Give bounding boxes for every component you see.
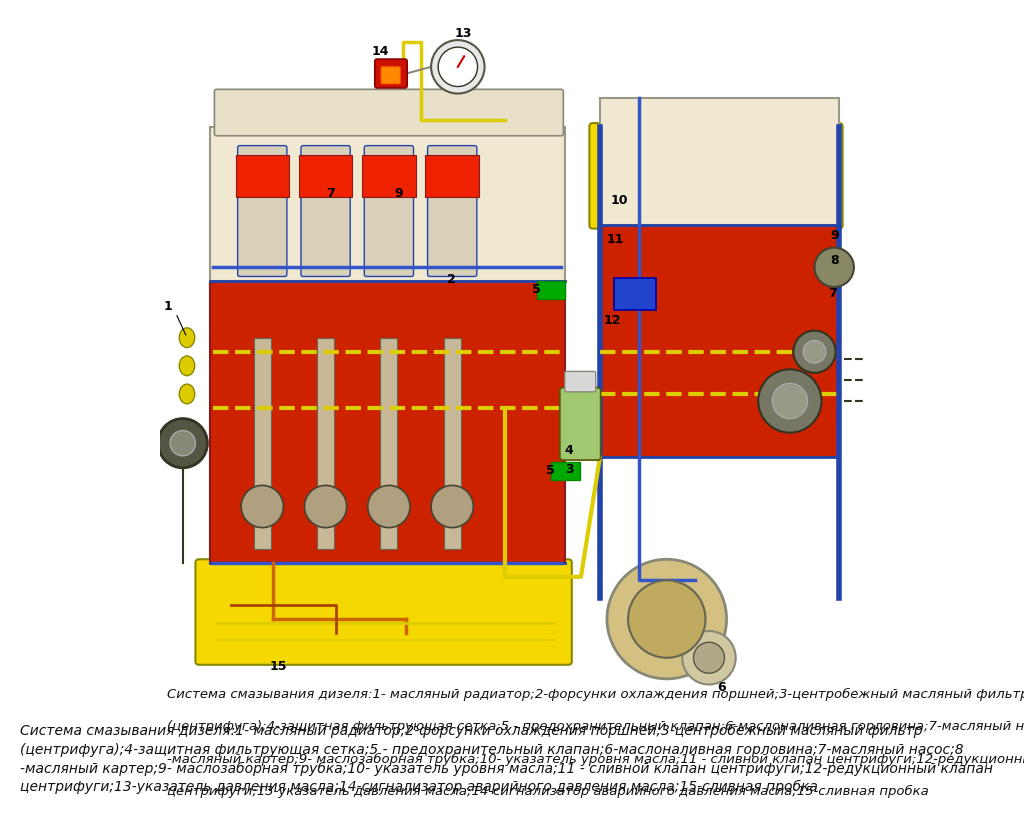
Bar	[443, 338, 461, 549]
FancyBboxPatch shape	[560, 388, 601, 460]
Bar	[254, 338, 270, 549]
FancyBboxPatch shape	[381, 67, 400, 83]
FancyBboxPatch shape	[238, 146, 287, 276]
Bar	[600, 98, 839, 225]
Ellipse shape	[179, 328, 195, 348]
Text: 14: 14	[372, 45, 389, 58]
Circle shape	[693, 642, 724, 673]
Bar	[538, 281, 565, 299]
Text: 7: 7	[327, 187, 335, 200]
Circle shape	[242, 485, 284, 528]
FancyBboxPatch shape	[375, 59, 408, 88]
Bar	[236, 155, 289, 197]
Text: -масляный картер;9- маслозаборная трубка;10- указатель уровня масла;11 - сливной: -масляный картер;9- маслозаборная трубка…	[20, 762, 993, 775]
Circle shape	[438, 47, 477, 87]
Text: Система смазывания дизеля:1- масляный радиатор;2-форсунки охлаждения поршней;3-ц: Система смазывания дизеля:1- масляный ра…	[20, 724, 923, 738]
FancyBboxPatch shape	[196, 560, 571, 665]
Text: 13: 13	[455, 26, 472, 39]
Text: 1: 1	[164, 299, 172, 312]
Bar	[210, 281, 565, 563]
FancyBboxPatch shape	[565, 371, 596, 392]
Circle shape	[368, 485, 410, 528]
Text: центрифуги;13-указатель давления масла;14-сигнализатор аварийного давления масла: центрифуги;13-указатель давления масла;1…	[167, 785, 929, 798]
Text: Система смазывания дизеля:1- масляный радиатор;2-форсунки охлаждения поршней;3-ц: Система смазывания дизеля:1- масляный ра…	[167, 688, 1024, 701]
Circle shape	[607, 560, 727, 679]
Text: 3: 3	[565, 464, 574, 476]
Circle shape	[304, 485, 347, 528]
Circle shape	[794, 330, 836, 373]
Text: 2: 2	[446, 272, 456, 285]
Circle shape	[682, 631, 735, 685]
Text: 9: 9	[830, 229, 839, 242]
Text: 12: 12	[603, 313, 621, 326]
Text: 10: 10	[610, 194, 628, 207]
Bar	[600, 225, 839, 457]
FancyBboxPatch shape	[590, 123, 843, 228]
Bar	[425, 155, 479, 197]
Text: 5: 5	[546, 464, 555, 477]
Circle shape	[628, 581, 706, 658]
Text: -масляный картер;9- маслозаборная трубка;10- указатель уровня масла;11 - сливной: -масляный картер;9- маслозаборная трубка…	[167, 753, 1024, 766]
Text: 4: 4	[564, 443, 572, 456]
Bar	[381, 338, 397, 549]
Text: 15: 15	[269, 659, 287, 672]
Circle shape	[158, 419, 208, 468]
Circle shape	[814, 248, 854, 287]
Circle shape	[803, 340, 825, 363]
Text: центрифуги;13-указатель давления масла;14-сигнализатор аварийного давления масла: центрифуги;13-указатель давления масла;1…	[20, 780, 818, 794]
Text: 9: 9	[394, 187, 403, 200]
Ellipse shape	[179, 384, 195, 404]
Text: 11: 11	[607, 232, 625, 245]
Circle shape	[170, 430, 196, 456]
Text: 7: 7	[828, 287, 838, 300]
Text: 8: 8	[830, 254, 839, 267]
FancyBboxPatch shape	[365, 146, 414, 276]
Circle shape	[758, 370, 821, 433]
Bar	[299, 155, 352, 197]
Circle shape	[772, 384, 808, 419]
FancyBboxPatch shape	[428, 146, 477, 276]
Bar	[210, 127, 565, 281]
Text: (центрифуга);4-защитная фильтрующая сетка;5 - предохранительный клапан;6-маслона: (центрифуга);4-защитная фильтрующая сетк…	[20, 743, 965, 757]
FancyBboxPatch shape	[301, 146, 350, 276]
Bar	[362, 155, 416, 197]
Bar	[614, 278, 656, 309]
Text: (центрифуга);4-защитная фильтрующая сетка;5 - предохранительный клапан;6-маслона: (центрифуга);4-защитная фильтрующая сетк…	[167, 721, 1024, 734]
Text: 5: 5	[531, 283, 541, 296]
Bar	[317, 338, 334, 549]
FancyBboxPatch shape	[214, 89, 563, 136]
Circle shape	[431, 40, 484, 93]
Circle shape	[431, 485, 473, 528]
Bar	[551, 462, 580, 480]
Ellipse shape	[179, 356, 195, 375]
Text: 6: 6	[718, 681, 726, 694]
